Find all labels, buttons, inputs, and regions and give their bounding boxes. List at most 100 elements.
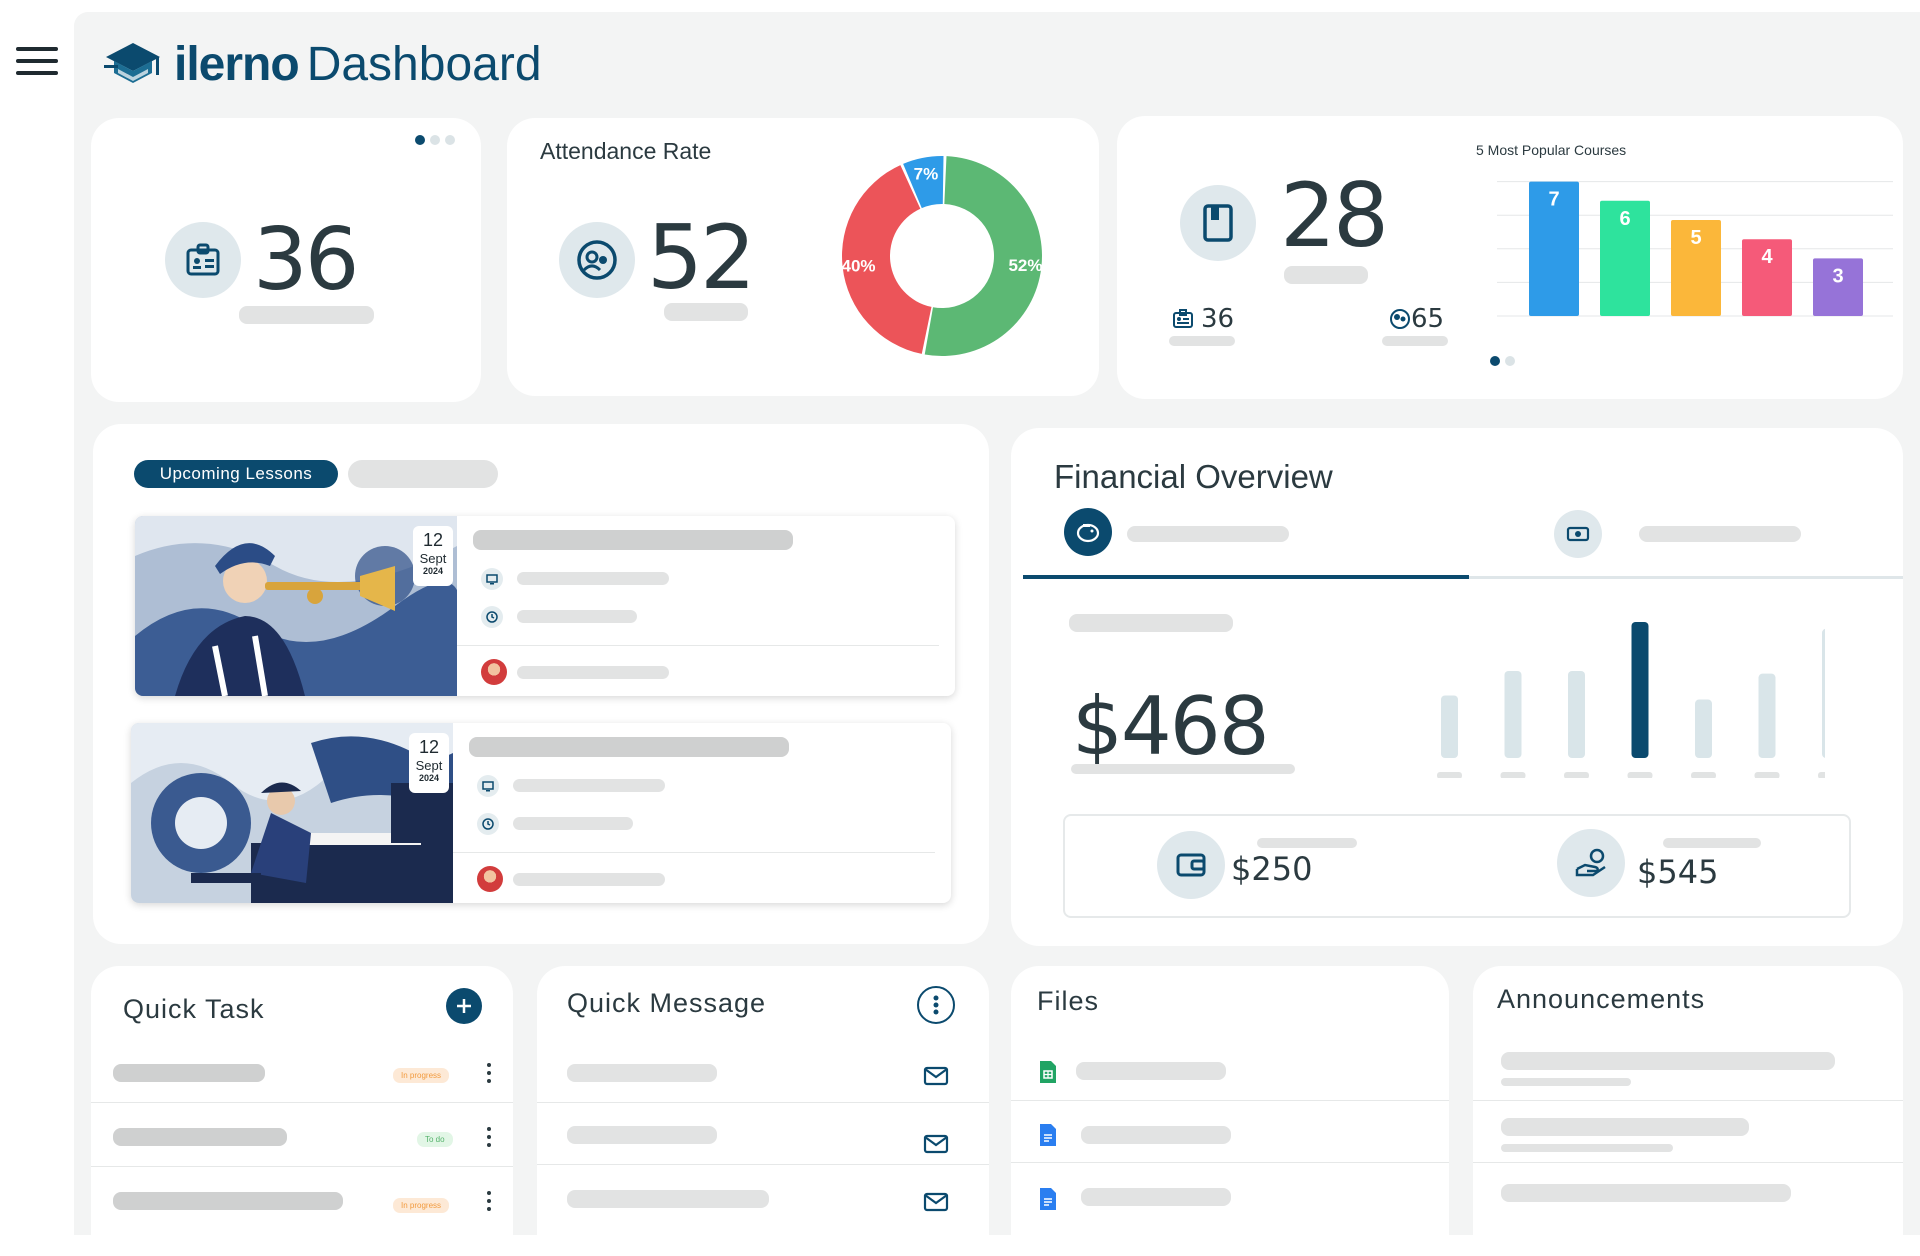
carousel-dots[interactable] bbox=[1490, 356, 1515, 366]
donut-slice-label: 52% bbox=[1008, 256, 1042, 275]
message-placeholder[interactable] bbox=[567, 1064, 717, 1082]
financial-bar[interactable] bbox=[1695, 699, 1712, 758]
chart-title: 5 Most Popular Courses bbox=[1476, 142, 1627, 158]
divider bbox=[1473, 1162, 1903, 1163]
task-status-badge: In progress bbox=[393, 1068, 450, 1083]
course-bar-label: 7 bbox=[1548, 189, 1559, 211]
students-card[interactable]: 36 bbox=[91, 118, 481, 402]
app-logo: ilerno Dashboard bbox=[102, 36, 542, 92]
add-task-button[interactable] bbox=[446, 988, 482, 1024]
amount-label-placeholder bbox=[1069, 614, 1233, 632]
announcement-sub-placeholder bbox=[1501, 1078, 1631, 1086]
financial-bar-tick-placeholder bbox=[1437, 772, 1462, 778]
lesson-time-placeholder bbox=[513, 817, 633, 830]
hand-coin-icon bbox=[1557, 829, 1625, 897]
course-bar bbox=[1813, 258, 1863, 316]
message-placeholder[interactable] bbox=[567, 1126, 717, 1144]
message-placeholder[interactable] bbox=[567, 1190, 769, 1208]
financial-bar-tick-placeholder bbox=[1691, 772, 1716, 778]
financial-bar[interactable] bbox=[1631, 622, 1649, 758]
lesson-card[interactable]: 12 Sept 2024 bbox=[135, 516, 955, 696]
page-title: Dashboard bbox=[306, 37, 542, 91]
summary-left-value: $250 bbox=[1231, 850, 1313, 888]
divider bbox=[91, 1102, 513, 1103]
financial-bar-tick-placeholder bbox=[1500, 772, 1526, 778]
clock-icon bbox=[481, 606, 503, 628]
donut-slice bbox=[924, 156, 1042, 357]
announcement-sub-placeholder bbox=[1501, 1144, 1673, 1152]
tab-underline-active bbox=[1023, 575, 1469, 579]
lesson-date-badge: 12 Sept 2024 bbox=[409, 733, 449, 793]
files-card: Files bbox=[1011, 966, 1449, 1256]
screen-icon bbox=[477, 775, 499, 797]
file-name-placeholder[interactable] bbox=[1076, 1062, 1226, 1080]
financial-bar[interactable] bbox=[1822, 628, 1825, 758]
lesson-month: Sept bbox=[419, 551, 447, 566]
divider bbox=[1011, 1162, 1449, 1163]
tab-expenses[interactable] bbox=[1469, 510, 1903, 558]
attendance-card[interactable]: Attendance Rate 52 52% 40% 7% bbox=[507, 118, 1099, 396]
mail-icon[interactable] bbox=[923, 1192, 949, 1212]
cash-icon bbox=[1554, 510, 1602, 558]
lesson-time-placeholder bbox=[517, 610, 637, 623]
financial-bar-tick-placeholder bbox=[1627, 772, 1653, 778]
plus-icon bbox=[457, 999, 471, 1013]
financial-mini-bar-chart bbox=[1437, 622, 1825, 778]
book-icon bbox=[1180, 185, 1256, 261]
task-name-placeholder bbox=[113, 1128, 287, 1146]
upcoming-lessons-card: Upcoming Lessons 12 Sept 2024 bbox=[93, 424, 989, 944]
course-bar bbox=[1529, 181, 1579, 316]
divider bbox=[457, 645, 939, 646]
financial-bar[interactable] bbox=[1441, 695, 1458, 758]
piggy-bank-icon bbox=[1064, 508, 1112, 556]
attendance-value: 52 bbox=[647, 206, 756, 309]
financial-overview-card: Financial Overview $468 $250 $545 bbox=[1011, 428, 1903, 946]
courses-count: 28 bbox=[1280, 164, 1389, 267]
attendance-donut-chart: 52% 40% 7% bbox=[842, 156, 1043, 357]
task-name-placeholder bbox=[113, 1192, 343, 1210]
more-options-icon[interactable] bbox=[486, 1127, 492, 1149]
announcement-title-placeholder[interactable] bbox=[1501, 1118, 1749, 1136]
mail-icon[interactable] bbox=[923, 1134, 949, 1154]
trumpet-player-image bbox=[135, 516, 457, 696]
lesson-year: 2024 bbox=[422, 566, 444, 576]
menu-icon[interactable] bbox=[16, 47, 58, 77]
financial-bar[interactable] bbox=[1568, 670, 1585, 758]
tab-placeholder[interactable] bbox=[348, 460, 498, 488]
divider bbox=[537, 1102, 989, 1103]
file-name-placeholder[interactable] bbox=[1081, 1188, 1231, 1206]
students-count: 36 bbox=[253, 210, 359, 310]
more-options-icon[interactable] bbox=[486, 1063, 492, 1085]
tab-income[interactable] bbox=[1023, 508, 1469, 556]
sub-stat-left: 36 bbox=[1201, 304, 1235, 334]
sub-stat-right: 65 bbox=[1411, 304, 1445, 334]
announcement-title-placeholder[interactable] bbox=[1501, 1184, 1791, 1202]
file-name-placeholder[interactable] bbox=[1081, 1126, 1231, 1144]
id-badge-small-icon bbox=[1173, 309, 1193, 328]
task-row[interactable]: In progress bbox=[91, 1044, 513, 1108]
document-file-icon bbox=[1040, 1124, 1056, 1146]
task-row[interactable]: To do bbox=[91, 1108, 513, 1172]
mail-icon[interactable] bbox=[923, 1066, 949, 1086]
message-options-button[interactable] bbox=[917, 986, 955, 1024]
amount-sub-placeholder bbox=[1071, 764, 1295, 774]
lesson-year: 2024 bbox=[418, 773, 440, 783]
task-status-badge: In progress bbox=[393, 1198, 450, 1213]
donut-slice bbox=[903, 156, 944, 209]
summary-right-value: $545 bbox=[1637, 853, 1719, 891]
piano-player-image bbox=[131, 723, 453, 903]
announcements-title: Announcements bbox=[1497, 984, 1706, 1014]
announcement-title-placeholder[interactable] bbox=[1501, 1052, 1835, 1070]
more-options-icon[interactable] bbox=[486, 1191, 492, 1213]
task-row[interactable]: In progress bbox=[91, 1172, 513, 1236]
teacher-avatar bbox=[477, 866, 503, 892]
divider bbox=[1011, 1100, 1449, 1101]
wallet-icon bbox=[1157, 831, 1225, 899]
financial-bar[interactable] bbox=[1504, 670, 1522, 758]
carousel-dots[interactable] bbox=[415, 135, 455, 145]
donut-slice-label: 40% bbox=[842, 256, 876, 275]
tab-upcoming-lessons[interactable]: Upcoming Lessons bbox=[134, 460, 338, 488]
lesson-card[interactable]: 12 Sept 2024 bbox=[131, 723, 951, 903]
financial-bar[interactable] bbox=[1758, 673, 1776, 758]
